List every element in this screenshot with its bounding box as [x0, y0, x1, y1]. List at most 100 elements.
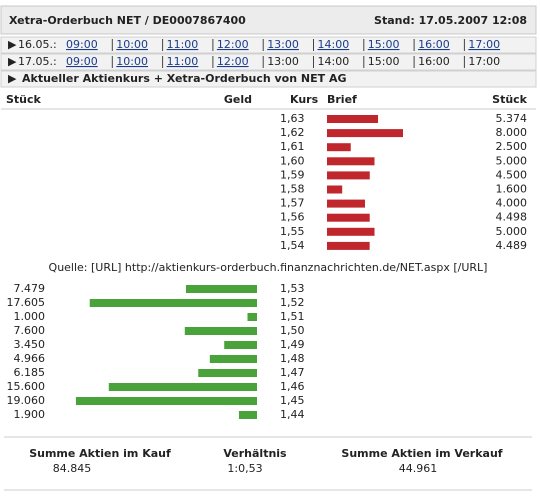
stand: Stand: 17.05.2007 12:08: [374, 14, 527, 27]
ask-bar: [327, 115, 379, 123]
bid-bar: [198, 369, 257, 377]
kurs: 1,55: [280, 225, 305, 238]
kurs: 1,52: [280, 296, 305, 309]
col-head: Kurs: [290, 93, 319, 106]
ask-qty: 4.500: [496, 168, 528, 181]
row-bg: [0, 70, 537, 88]
bid-bar: [108, 383, 257, 391]
summary-label: Verhältnis: [223, 447, 287, 460]
bid-bar: [185, 285, 257, 293]
bid-bar: [224, 341, 257, 349]
col-head: Geld: [224, 93, 252, 106]
ask-qty: 1.600: [496, 183, 528, 196]
arrow: ▶: [8, 72, 17, 85]
ask-qty: 4.489: [496, 239, 528, 252]
kurs: 1,59: [280, 168, 305, 181]
time-link[interactable]: 13:00: [267, 38, 299, 51]
ask-bar: [327, 227, 375, 236]
header-bar: [0, 5, 537, 35]
time-link[interactable]: 14:00: [318, 38, 350, 51]
time-link[interactable]: 11:00: [167, 38, 199, 51]
time-label: 15:00: [368, 55, 400, 68]
summary-value: 84.845: [53, 462, 92, 475]
kurs: 1,58: [280, 183, 305, 196]
kurs: 1,48: [280, 352, 305, 365]
kurs: 1,57: [280, 197, 305, 210]
ask-qty: 5.000: [496, 225, 528, 238]
time-label: 16:00: [418, 55, 450, 68]
ask-bar: [327, 143, 351, 152]
bid-qty: 19.060: [7, 394, 46, 407]
kurs: 1,46: [280, 380, 305, 393]
time-link[interactable]: 10:00: [116, 55, 148, 68]
ask-qty: 8.000: [496, 126, 528, 139]
col-head: Stück: [492, 93, 528, 106]
bid-bar: [238, 411, 257, 419]
time-link[interactable]: 17:00: [468, 38, 500, 51]
row-bg: [0, 53, 537, 71]
kurs: 1,60: [280, 154, 305, 167]
summary-value: 44.961: [399, 462, 438, 475]
day-label: 16.05.:: [18, 38, 57, 51]
ask-qty: 5.374: [496, 112, 528, 125]
kurs: 1,51: [280, 310, 305, 323]
time-link[interactable]: 09:00: [66, 55, 98, 68]
time-label: 13:00: [267, 55, 299, 68]
bid-qty: 3.450: [14, 338, 46, 351]
arrow: ▶: [8, 38, 17, 51]
arrow: ▶: [8, 55, 17, 68]
summary-label: Summe Aktien im Verkauf: [341, 447, 502, 460]
ask-qty: 5.000: [496, 154, 528, 167]
kurs: 1,56: [280, 211, 305, 224]
time-link[interactable]: 10:00: [116, 38, 148, 51]
bid-qty: 7.600: [14, 324, 46, 337]
bid-bar: [247, 313, 257, 321]
time-link[interactable]: 15:00: [368, 38, 400, 51]
kurs: 1,62: [280, 126, 305, 139]
bid-qty: 1.900: [14, 408, 46, 421]
col-head: Stück: [6, 93, 42, 106]
ask-bar: [327, 199, 365, 208]
ask-bar: [327, 185, 343, 194]
ask-bar: [327, 171, 370, 180]
ask-bar: [327, 157, 375, 166]
time-link[interactable]: 12:00: [217, 55, 249, 68]
time-link[interactable]: 11:00: [167, 55, 199, 68]
bid-bar: [209, 355, 257, 363]
summary-value: 1:0,53: [227, 462, 262, 475]
kurs: 1,49: [280, 338, 305, 351]
current-link[interactable]: Aktueller Aktienkurs + Xetra-Orderbuch v…: [22, 72, 347, 85]
time-label: 17:00: [468, 55, 500, 68]
kurs: 1,47: [280, 366, 305, 379]
day-label: 17.05.:: [18, 55, 57, 68]
time-link[interactable]: 09:00: [66, 38, 98, 51]
bid-qty: 4.966: [14, 352, 46, 365]
kurs: 1,63: [280, 112, 305, 125]
bid-qty: 1.000: [14, 310, 46, 323]
kurs: 1,54: [280, 239, 305, 252]
row-bg: [0, 36, 537, 54]
bid-qty: 6.185: [14, 366, 46, 379]
ask-qty: 4.498: [496, 211, 528, 224]
bid-bar: [75, 397, 258, 405]
ask-bar: [327, 129, 403, 138]
summary-label: Summe Aktien im Kauf: [29, 447, 171, 460]
col-head: Brief: [327, 93, 357, 106]
bid-qty: 7.479: [14, 282, 46, 295]
time-link[interactable]: 12:00: [217, 38, 249, 51]
bid-qty: 17.605: [7, 296, 46, 309]
bid-bar: [184, 327, 257, 335]
kurs: 1,50: [280, 324, 305, 337]
ask-bar: [327, 213, 370, 222]
kurs: 1,61: [280, 140, 305, 153]
time-link[interactable]: 16:00: [418, 38, 450, 51]
kurs: 1,44: [280, 408, 305, 421]
ask-bar: [327, 241, 370, 250]
kurs: 1,53: [280, 282, 305, 295]
bid-qty: 15.600: [7, 380, 46, 393]
ask-qty: 2.500: [496, 140, 528, 153]
kurs: 1,45: [280, 394, 305, 407]
bid-bar: [89, 299, 257, 307]
ask-qty: 4.000: [496, 197, 528, 210]
